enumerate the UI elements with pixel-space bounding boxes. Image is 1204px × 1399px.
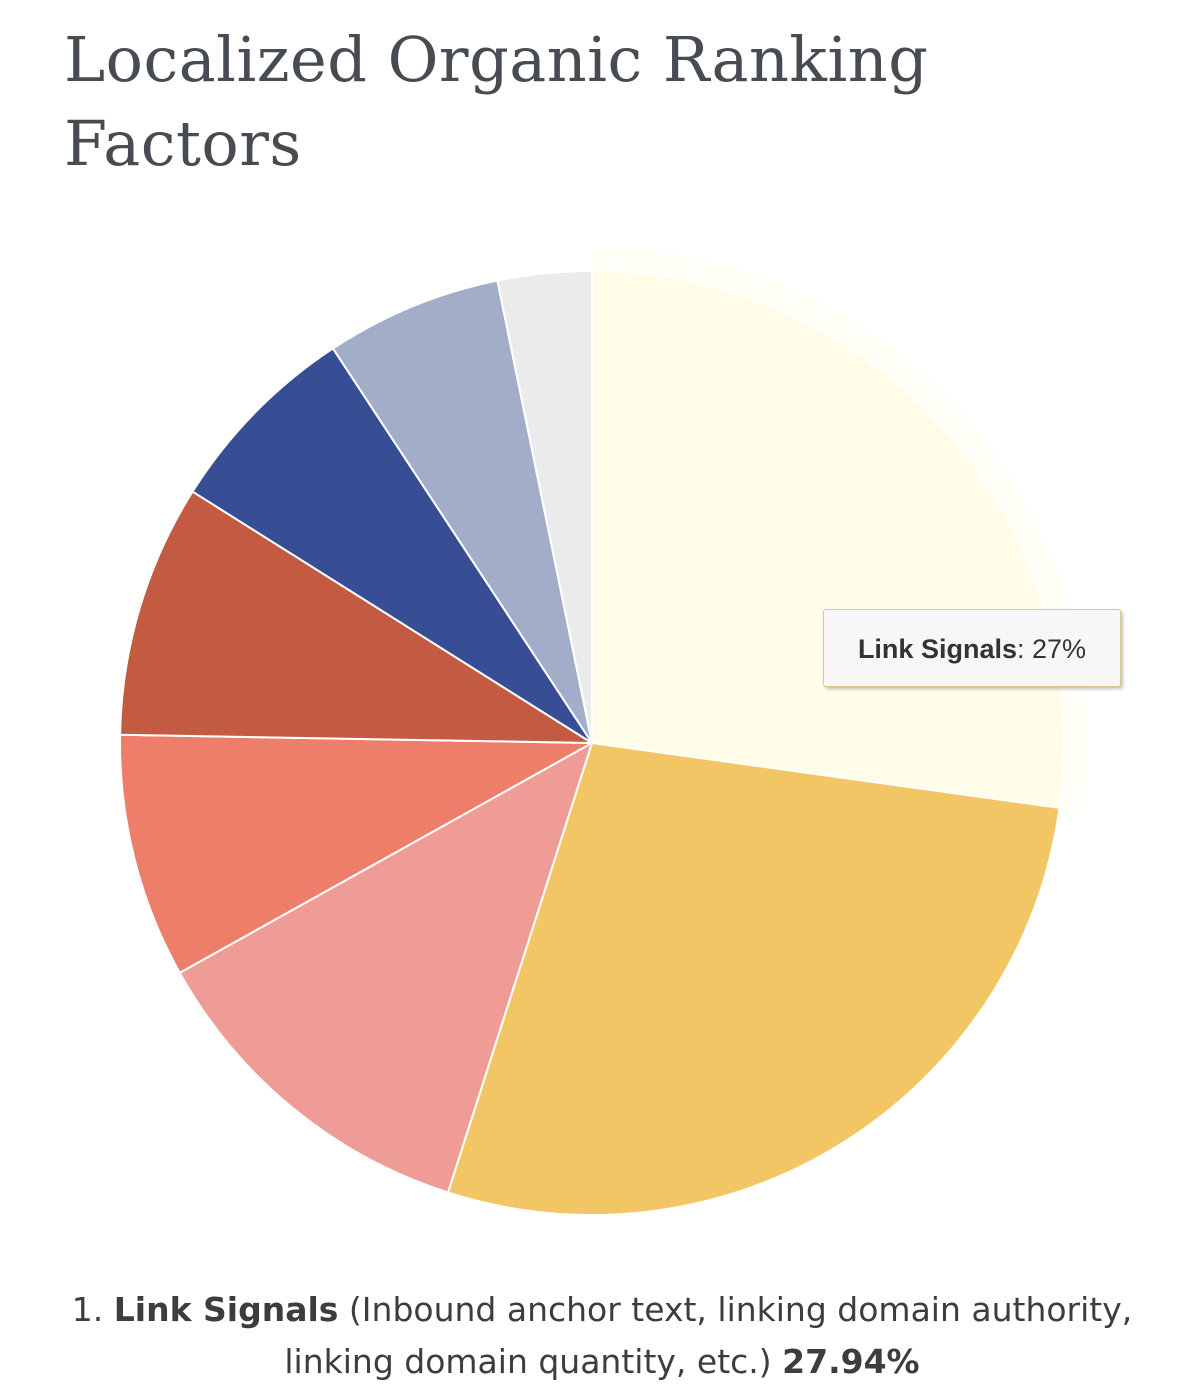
- pie-slice-7[interactable]: [331, 279, 593, 744]
- pie-slice-4[interactable]: [119, 733, 593, 974]
- legend-number: 1.: [71, 1290, 104, 1329]
- tooltip-separator: :: [1016, 634, 1032, 664]
- pie-slice-2[interactable]: [446, 742, 1061, 1216]
- pie-slice-8[interactable]: [496, 270, 593, 744]
- tooltip-series-name: Link Signals: [857, 634, 1017, 664]
- legend-entry: 1. Link Signals (Inbound anchor text, li…: [60, 1284, 1144, 1388]
- legend-name: Link Signals: [113, 1290, 339, 1329]
- legend-description: (Inbound anchor text, linking domain aut…: [284, 1290, 1133, 1381]
- chart-title: Localized Organic Ranking Factors: [64, 23, 929, 180]
- hover-tooltip: Link Signals: 27%: [823, 609, 1121, 687]
- legend-percent: 27.94%: [782, 1342, 920, 1381]
- pie-slice-3[interactable]: [178, 742, 593, 1194]
- pie-slice-6[interactable]: [191, 347, 593, 744]
- tooltip-value: 27%: [1032, 634, 1087, 664]
- pie-slice-5[interactable]: [119, 490, 593, 744]
- pie-slice-1[interactable]: [591, 270, 1065, 809]
